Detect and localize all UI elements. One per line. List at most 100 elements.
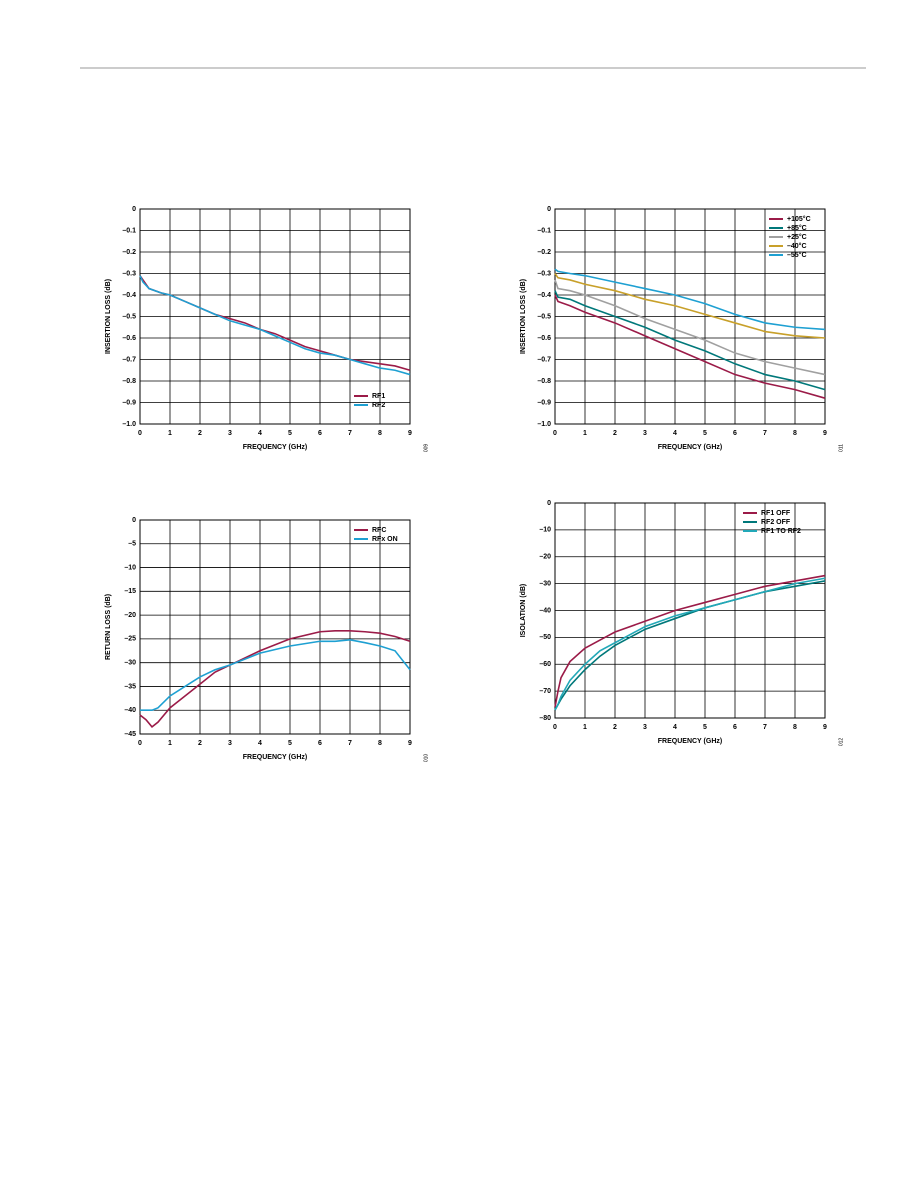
- x-tick-label: 3: [228, 740, 232, 747]
- y-tick-label: –0.1: [537, 227, 551, 234]
- x-tick-label: 2: [198, 430, 202, 437]
- x-tick-label: 3: [643, 724, 647, 731]
- x-axis-title: FREQUENCY (GHz): [243, 754, 307, 761]
- legend-label: –55°C: [787, 251, 807, 259]
- x-tick-label: 1: [168, 430, 172, 437]
- legend-label: RFx ON: [372, 536, 398, 543]
- y-tick-label: 0: [547, 206, 551, 213]
- y-tick-label: –40: [539, 607, 551, 614]
- y-tick-label: –0.1: [122, 227, 136, 234]
- legend-label: –40°C: [787, 242, 807, 250]
- y-axis-title: ISOLATION (dB): [520, 584, 527, 638]
- y-tick-label: –0.4: [122, 292, 136, 299]
- x-tick-label: 4: [673, 430, 677, 437]
- x-tick-label: 7: [348, 740, 352, 747]
- x-tick-label: 3: [643, 430, 647, 437]
- plot-frame: [139, 519, 411, 735]
- y-tick-label: –0.5: [537, 313, 551, 320]
- x-tick-label: 4: [673, 724, 677, 731]
- x-tick-label: 5: [703, 430, 707, 437]
- y-tick-label: –0.2: [537, 249, 551, 256]
- series-line: [554, 279, 826, 376]
- y-tick-label: –10: [539, 527, 551, 534]
- y-axis-title: INSERTION LOSS (dB): [105, 279, 112, 354]
- y-tick-label: –0.9: [537, 399, 551, 406]
- legend-label: RF1: [372, 393, 385, 400]
- x-tick-label: 9: [823, 430, 827, 437]
- plot-frame: [554, 208, 826, 425]
- x-tick-label: 8: [378, 740, 382, 747]
- y-tick-label: –30: [539, 580, 551, 587]
- y-tick-label: –0.3: [122, 270, 136, 277]
- x-tick-label: 7: [763, 430, 767, 437]
- x-tick-label: 6: [318, 430, 322, 437]
- y-tick-label: –1.0: [537, 421, 551, 428]
- x-tick-label: 8: [793, 724, 797, 731]
- series-line: [554, 290, 826, 391]
- y-tick-label: –80: [539, 715, 551, 722]
- y-tick-label: –1.0: [122, 421, 136, 428]
- series-line: [554, 580, 826, 711]
- legend-label: RF2: [372, 402, 385, 409]
- figure-id: 012: [838, 738, 844, 747]
- plot-frame: [554, 502, 826, 719]
- legend-label: RF1 OFF: [761, 510, 791, 517]
- y-tick-label: –15: [124, 588, 136, 595]
- x-tick-label: 2: [613, 430, 617, 437]
- y-axis-title: INSERTION LOSS (dB): [520, 279, 527, 354]
- x-tick-label: 1: [168, 740, 172, 747]
- y-tick-label: –50: [539, 634, 551, 641]
- x-tick-label: 6: [318, 740, 322, 747]
- series-line: [139, 630, 411, 728]
- legend-label: +25°C: [787, 233, 807, 241]
- y-tick-label: –0.3: [537, 270, 551, 277]
- x-tick-label: 4: [258, 740, 262, 747]
- series-line: [554, 268, 826, 331]
- x-tick-label: 0: [138, 740, 142, 747]
- legend-label: +85°C: [787, 224, 807, 232]
- x-axis-title: FREQUENCY (GHz): [243, 444, 307, 451]
- y-tick-label: –5: [128, 541, 136, 548]
- y-tick-label: –0.7: [537, 356, 551, 363]
- x-tick-label: 2: [613, 724, 617, 731]
- series-line: [139, 275, 411, 372]
- x-tick-label: 1: [583, 724, 587, 731]
- y-tick-label: –20: [539, 554, 551, 561]
- x-tick-label: 0: [553, 430, 557, 437]
- legend-label: +105°C: [787, 215, 811, 223]
- x-tick-label: 8: [793, 430, 797, 437]
- series-line: [554, 294, 826, 399]
- y-tick-label: 0: [132, 517, 136, 524]
- y-tick-label: –0.9: [122, 399, 136, 406]
- y-tick-label: –0.6: [122, 335, 136, 342]
- y-tick-label: –70: [539, 688, 551, 695]
- plot-frame: [139, 208, 411, 425]
- x-tick-label: 7: [763, 724, 767, 731]
- y-tick-label: –30: [124, 660, 136, 667]
- figure-id: 010: [423, 754, 429, 763]
- y-axis-title: RETURN LOSS (dB): [105, 594, 112, 660]
- series-line: [140, 639, 411, 712]
- legend-label: RF1 TO RF2: [761, 528, 801, 535]
- y-tick-label: 0: [132, 206, 136, 213]
- y-tick-label: –40: [124, 707, 136, 714]
- y-tick-label: –60: [539, 661, 551, 668]
- legend-label: RFC: [372, 527, 386, 534]
- x-tick-label: 9: [408, 740, 412, 747]
- x-axis-title: FREQUENCY (GHz): [658, 738, 722, 745]
- x-tick-label: 1: [583, 430, 587, 437]
- y-tick-label: –0.6: [537, 335, 551, 342]
- y-tick-label: –0.5: [122, 313, 136, 320]
- y-tick-label: –35: [124, 683, 136, 690]
- y-tick-label: 0: [547, 500, 551, 507]
- x-axis-title: FREQUENCY (GHz): [658, 444, 722, 451]
- series-line: [139, 275, 411, 376]
- series-line: [554, 574, 826, 708]
- y-tick-label: –0.7: [122, 356, 136, 363]
- x-tick-label: 9: [408, 430, 412, 437]
- x-tick-label: 3: [228, 430, 232, 437]
- y-tick-label: –10: [124, 564, 136, 571]
- y-tick-label: –45: [124, 731, 136, 738]
- x-tick-label: 9: [823, 724, 827, 731]
